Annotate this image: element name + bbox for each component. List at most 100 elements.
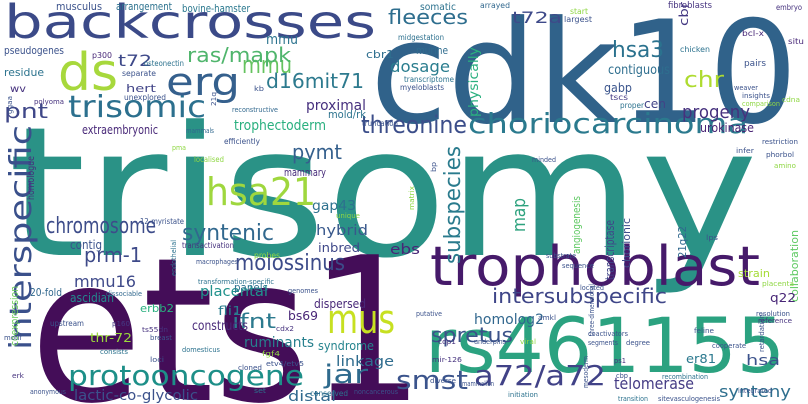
word-mmu16: mmu16 (74, 272, 136, 291)
word-amkl: amkl (538, 314, 556, 322)
word-hert: hert (126, 82, 157, 95)
word-ascidian: ascidian (70, 291, 114, 305)
word-t72: t72 (118, 51, 152, 70)
word-12-myristate: 12-myristate (140, 217, 184, 226)
word-motif: motif (4, 334, 23, 342)
word-t72a: t72a (512, 8, 562, 27)
word-contig: contig (70, 238, 102, 252)
word-map: map (509, 198, 530, 232)
word-located: located (580, 284, 604, 292)
word-murine: murine (416, 44, 448, 57)
word-subspecies: subspecies (441, 146, 466, 264)
word-trophoblast: trophoblast (430, 235, 760, 298)
word-underpins: underpins (474, 338, 506, 346)
word-contiguous: contiguous (608, 63, 670, 78)
word-dispersed: dispersed (314, 297, 366, 311)
word-truncation: truncation (362, 119, 398, 128)
word-interspecific: interspecific (4, 125, 39, 350)
word-fibroblasts: fibroblasts (668, 1, 712, 11)
word-coexpression: coexpression (8, 286, 21, 346)
word-rasmapk: ras/mapk (187, 43, 291, 67)
word-smst: smst (396, 366, 468, 396)
word-ts55dn: ts55dn (142, 326, 168, 334)
word-sequence: sequence (562, 262, 594, 270)
word-polyoma: polyoma (34, 98, 64, 106)
word-situ: situ (788, 37, 804, 46)
word-chicken: chicken (680, 45, 710, 54)
word-intersubspecific: intersubspecific (492, 284, 667, 308)
word-homologue: homologue (26, 156, 37, 200)
word-diverse: diverse (430, 377, 456, 385)
word-mammary: mammary (284, 166, 326, 179)
word-bcl-x: bcl-x (742, 29, 764, 38)
word-fli1: fli1 (218, 304, 242, 318)
word-hsa3: hsa3 (612, 38, 664, 63)
word-collaboration: collaboration (788, 230, 801, 302)
word-consists: consists (100, 348, 128, 356)
word-placental: placental (200, 284, 268, 300)
word-localised: localised (194, 155, 224, 164)
word-ggaa: ggaa (6, 96, 14, 114)
word-conserved: conserved (310, 389, 348, 398)
word-amino: amino (774, 162, 796, 170)
word-pma: pma (172, 144, 186, 152)
word-transition: transition (618, 395, 648, 403)
word-proximal: proximal (306, 98, 366, 114)
word-a72a72: a72/a72 (474, 359, 606, 392)
word-minded: minded (532, 156, 556, 164)
word-pseudogenes: pseudogenes (4, 44, 64, 57)
word-p300: p300 (92, 51, 112, 60)
word-cdk10: cdk10 (370, 0, 798, 156)
word-thr-72: thr-72 (90, 331, 132, 345)
word-mus: mus (327, 297, 395, 343)
word-placenta: placenta (762, 280, 794, 288)
word-arrayed: arrayed (480, 1, 510, 10)
word-etv4etv5: etv4/etv5 (266, 360, 304, 368)
word-unexplored: unexplored (124, 93, 166, 102)
word-breast: breast (150, 334, 172, 342)
word-chr: chr (684, 68, 725, 93)
word-wv: wv (10, 84, 26, 95)
word-putative: putative (416, 310, 442, 318)
word-syndrome: syndrome (318, 339, 374, 353)
word-transactivation: transactivation (182, 241, 234, 250)
word-separate: separate (122, 69, 156, 78)
word-hsa21: hsa21 (206, 170, 316, 214)
word-hybrid: hybrid (316, 223, 368, 239)
word-inbred: inbred (318, 241, 360, 255)
word-chromosome: chromosome (46, 214, 156, 239)
word-loci: loci (150, 356, 164, 364)
word-degree: degree (626, 339, 650, 347)
word-er81: er81 (686, 352, 716, 366)
word-distal: distal (288, 389, 336, 404)
word-probes: probes (254, 251, 280, 260)
word-gabp: gabp (604, 81, 632, 95)
word-pnt: pnt (4, 99, 48, 123)
word-resolution: resolution (756, 310, 790, 318)
word-cbr: cbr (677, 2, 691, 26)
word-transcriptase: transcriptase (603, 220, 617, 280)
word-residue: residue (4, 66, 44, 79)
word-integrated: integrated (738, 387, 772, 395)
word-macrophages: macrophages (196, 258, 238, 266)
word-dissociable: dissociable (106, 290, 142, 298)
word-dosage: dosage (390, 57, 450, 76)
word-rs461155: rs461155 (425, 301, 785, 390)
word-ps1: ps1 (614, 357, 626, 365)
word-panels: panels (234, 281, 268, 294)
word-myeloblasts: myeloblasts (400, 83, 444, 92)
word-feline: feline (694, 327, 714, 335)
word-progeny: progeny (682, 102, 750, 123)
word-infer: infer (736, 147, 754, 155)
word-ds: ds (58, 43, 118, 103)
word-anonymous: anonymous (30, 388, 66, 396)
word-erbb2: erbb2 (140, 302, 174, 315)
word-tscs: tscs (610, 93, 628, 102)
word-fleeces: fleeces (388, 5, 468, 29)
word-moldrk: mold/rk (328, 108, 367, 121)
word-prm-1: prm-1 (84, 243, 142, 267)
word-trisomy: trisomy (8, 89, 758, 298)
word-segments: segments (588, 339, 618, 347)
